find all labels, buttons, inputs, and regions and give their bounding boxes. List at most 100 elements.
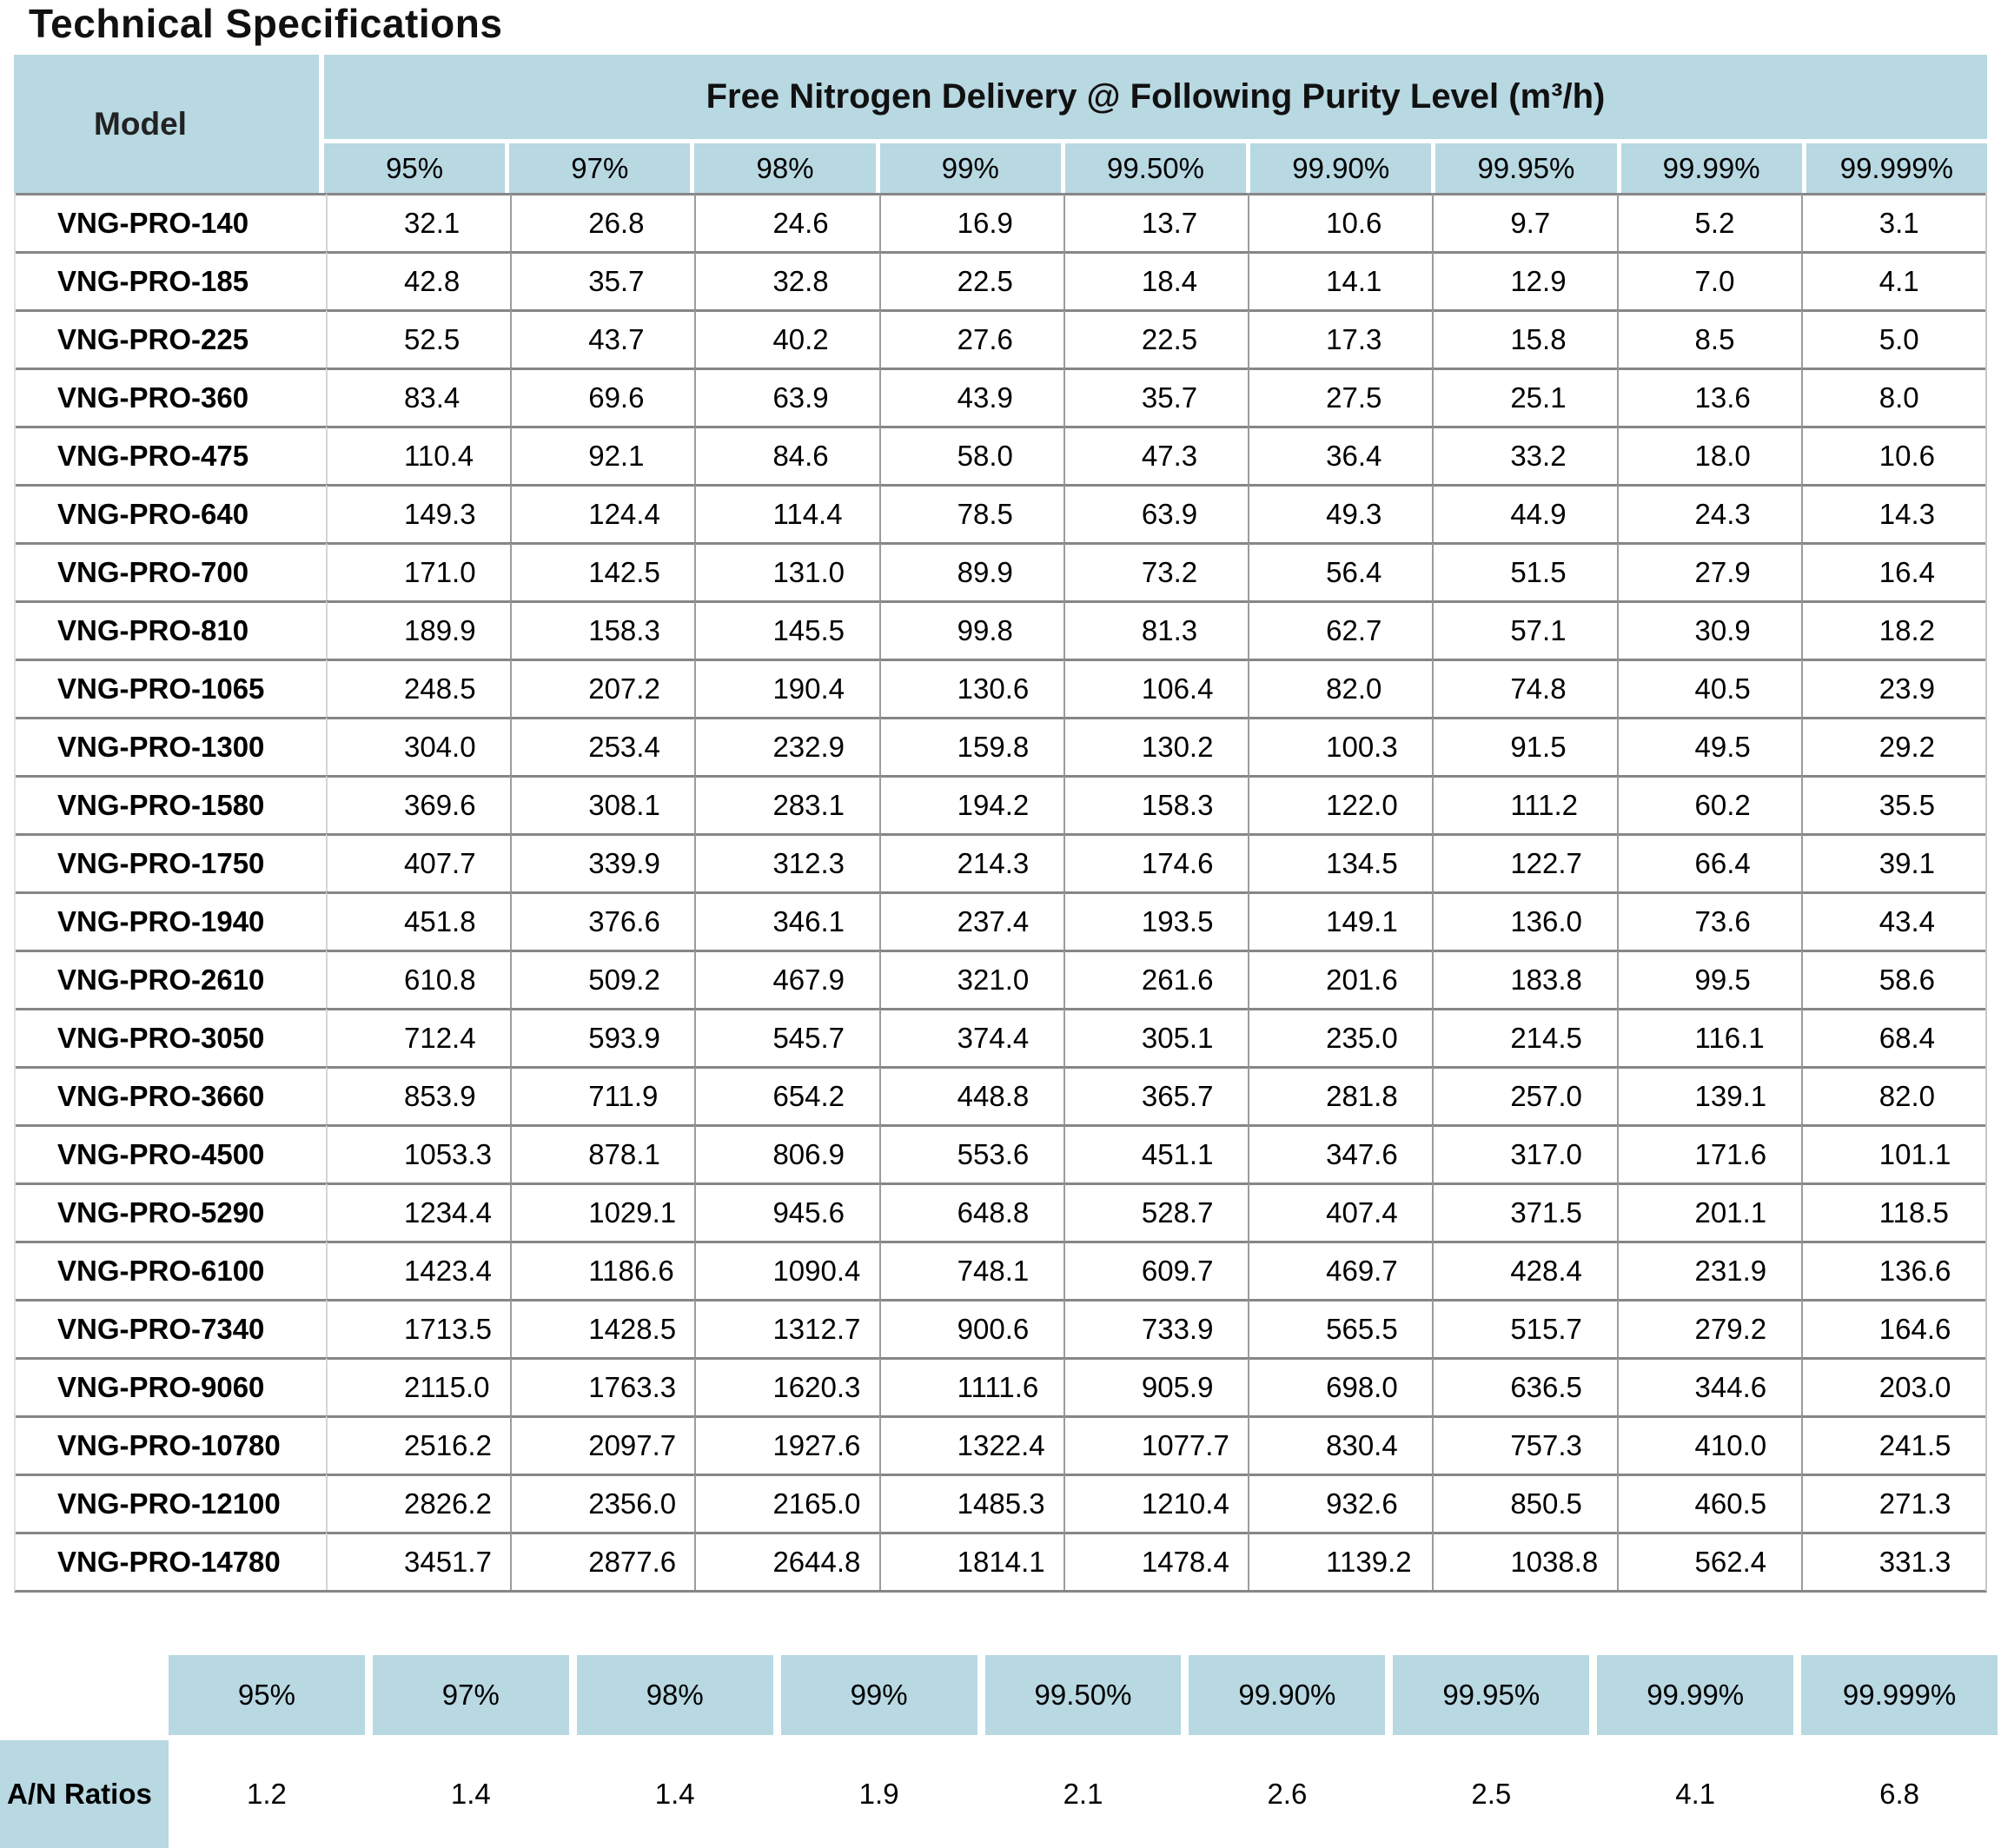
value-cell: 2826.2 — [326, 1474, 511, 1532]
value-cell: 9.7 — [1432, 193, 1617, 251]
value-cell: 29.2 — [1800, 717, 1985, 775]
value-cell: 116.1 — [1616, 1008, 1801, 1066]
value-cell: 111.2 — [1432, 775, 1617, 833]
model-cell: VNG-PRO-1300 — [16, 717, 326, 775]
purity-header-cell: 99.90% — [1250, 143, 1432, 193]
value-cell: 131.0 — [694, 542, 879, 600]
value-cell: 253.4 — [510, 717, 695, 775]
value-cell: 81.3 — [1063, 600, 1249, 659]
value-cell: 945.6 — [694, 1182, 879, 1241]
value-cell: 1312.7 — [694, 1299, 879, 1357]
value-cell: 203.0 — [1800, 1357, 1985, 1415]
value-cell: 27.5 — [1248, 368, 1433, 426]
model-cell: VNG-PRO-700 — [16, 542, 326, 600]
ratio-value-cell: 1.9 — [858, 1778, 899, 1810]
value-cell: 35.5 — [1800, 775, 1985, 833]
value-cell: 130.2 — [1063, 717, 1249, 775]
value-cell: 593.9 — [510, 1008, 695, 1066]
value-cell: 130.6 — [878, 659, 1063, 717]
value-cell: 237.4 — [878, 891, 1063, 950]
model-cell: VNG-PRO-3660 — [16, 1066, 326, 1124]
value-cell: 1186.6 — [510, 1241, 695, 1299]
value-cell: 193.5 — [1063, 891, 1249, 950]
value-cell: 2516.2 — [326, 1415, 511, 1474]
ratio-header-row: 95% 97% 98% 99% 99.50% 99.90% 99.95% 99.99% 99.9… — [169, 1655, 1998, 1735]
value-cell: 636.5 — [1432, 1357, 1617, 1415]
value-cell: 610.8 — [326, 950, 511, 1008]
value-cell: 164.6 — [1800, 1299, 1985, 1357]
value-cell: 99.8 — [878, 600, 1063, 659]
value-cell: 89.9 — [878, 542, 1063, 600]
value-cell: 122.0 — [1248, 775, 1433, 833]
model-cell: VNG-PRO-185 — [16, 251, 326, 309]
ratio-value-cell: 2.5 — [1471, 1778, 1512, 1810]
value-cell: 1814.1 — [878, 1532, 1063, 1590]
model-cell: VNG-PRO-225 — [16, 309, 326, 368]
value-cell: 100.3 — [1248, 717, 1433, 775]
value-cell: 91.5 — [1432, 717, 1617, 775]
value-cell: 5.2 — [1616, 193, 1801, 251]
model-cell: VNG-PRO-9060 — [16, 1357, 326, 1415]
value-cell: 1210.4 — [1063, 1474, 1249, 1532]
value-cell: 241.5 — [1800, 1415, 1985, 1474]
value-cell: 124.4 — [510, 484, 695, 542]
value-cell: 83.4 — [326, 368, 511, 426]
value-cell: 69.6 — [510, 368, 695, 426]
value-cell: 12.9 — [1432, 251, 1617, 309]
value-cell: 757.3 — [1432, 1415, 1617, 1474]
model-cell: VNG-PRO-7340 — [16, 1299, 326, 1357]
value-cell: 57.1 — [1432, 600, 1617, 659]
value-cell: 25.1 — [1432, 368, 1617, 426]
ratio-value-cell: 4.1 — [1675, 1778, 1716, 1810]
model-cell: VNG-PRO-640 — [16, 484, 326, 542]
value-cell: 553.6 — [878, 1124, 1063, 1182]
value-cell: 365.7 — [1063, 1066, 1249, 1124]
value-cell: 99.5 — [1616, 950, 1801, 1008]
value-cell: 82.0 — [1800, 1066, 1985, 1124]
model-cell: VNG-PRO-360 — [16, 368, 326, 426]
value-cell: 654.2 — [694, 1066, 879, 1124]
value-cell: 58.0 — [878, 426, 1063, 484]
value-cell: 63.9 — [1063, 484, 1249, 542]
model-cell: VNG-PRO-1580 — [16, 775, 326, 833]
value-cell: 194.2 — [878, 775, 1063, 833]
value-cell: 2644.8 — [694, 1532, 879, 1590]
value-cell: 158.3 — [510, 600, 695, 659]
value-cell: 73.6 — [1616, 891, 1801, 950]
value-cell: 32.8 — [694, 251, 879, 309]
model-cell: VNG-PRO-4500 — [16, 1124, 326, 1182]
value-cell: 528.7 — [1063, 1182, 1249, 1241]
value-cell: 1763.3 — [510, 1357, 695, 1415]
value-cell: 51.5 — [1432, 542, 1617, 600]
value-cell: 460.5 — [1616, 1474, 1801, 1532]
value-cell: 1111.6 — [878, 1357, 1063, 1415]
value-cell: 40.5 — [1616, 659, 1801, 717]
value-cell: 279.2 — [1616, 1299, 1801, 1357]
purity-header-cell: 99.99% — [1620, 143, 1802, 193]
value-cell: 122.7 — [1432, 833, 1617, 891]
model-cell: VNG-PRO-1940 — [16, 891, 326, 950]
value-cell: 56.4 — [1248, 542, 1433, 600]
model-cell: VNG-PRO-10780 — [16, 1415, 326, 1474]
value-cell: 27.6 — [878, 309, 1063, 368]
purity-header-cell: 99.999% — [1806, 143, 1987, 193]
value-cell: 1478.4 — [1063, 1532, 1249, 1590]
model-cell: VNG-PRO-2610 — [16, 950, 326, 1008]
value-cell: 58.6 — [1800, 950, 1985, 1008]
value-cell: 4.1 — [1800, 251, 1985, 309]
ratio-value-cell: 1.4 — [450, 1778, 491, 1810]
value-cell: 189.9 — [326, 600, 511, 659]
value-cell: 235.0 — [1248, 1008, 1433, 1066]
model-cell: VNG-PRO-140 — [16, 193, 326, 251]
ratio-purity-header-cell: 99.50% — [984, 1655, 1182, 1735]
ratio-value-cell: 6.8 — [1879, 1778, 1919, 1810]
value-cell: 1053.3 — [326, 1124, 511, 1182]
value-cell: 22.5 — [1063, 309, 1249, 368]
value-cell: 248.5 — [326, 659, 511, 717]
value-cell: 905.9 — [1063, 1357, 1249, 1415]
value-cell: 609.7 — [1063, 1241, 1249, 1299]
ratio-value-cell: 1.4 — [654, 1778, 695, 1810]
value-cell: 44.9 — [1432, 484, 1617, 542]
value-cell: 2877.6 — [510, 1532, 695, 1590]
value-cell: 149.1 — [1248, 891, 1433, 950]
